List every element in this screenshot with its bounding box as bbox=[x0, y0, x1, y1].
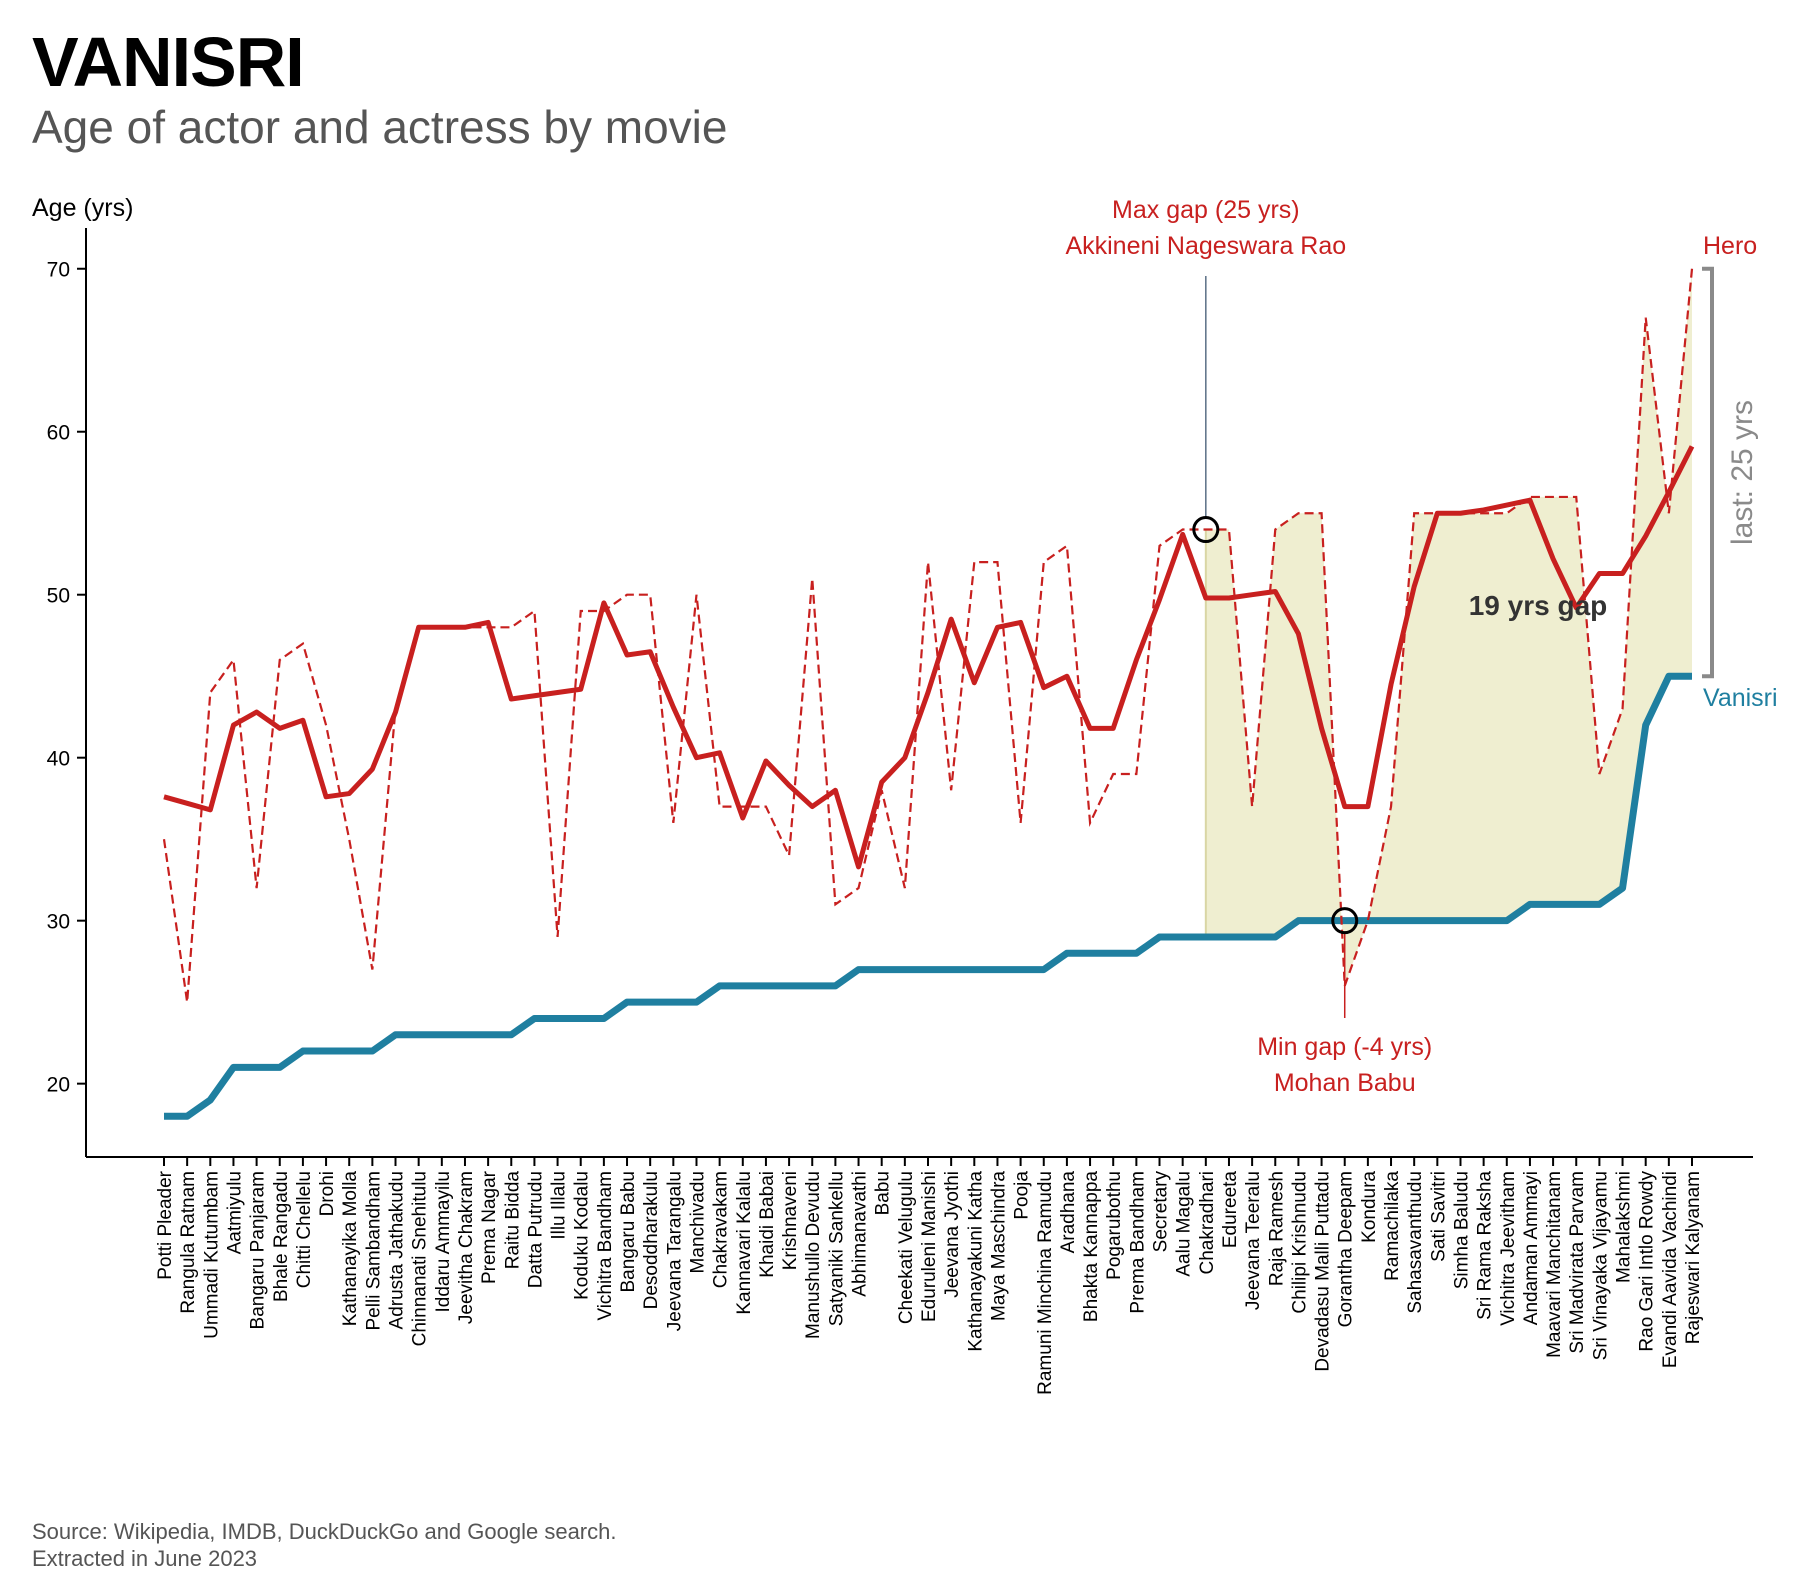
x-tick-label: Secretary bbox=[1151, 1171, 1172, 1253]
x-tick-label: Illu Illalu bbox=[549, 1171, 570, 1240]
x-tick-label: Bangaru Babu bbox=[618, 1171, 639, 1293]
x-tick-label: Iddaru Ammayilu bbox=[433, 1171, 454, 1313]
x-tick-label: Bhakta Kannappa bbox=[1081, 1171, 1102, 1323]
min-gap-hero-name: Mohan Babu bbox=[1274, 1069, 1416, 1097]
x-tick-label: Gorantha Deepam bbox=[1336, 1171, 1357, 1327]
x-tick-label: Babu bbox=[873, 1171, 894, 1215]
annotations-layer: Max gap (25 yrs) Akkineni Nageswara Rao … bbox=[1065, 196, 1777, 1097]
hero-series-label: Hero bbox=[1703, 232, 1757, 260]
x-tick-label: Maavari Manchitanam bbox=[1544, 1171, 1565, 1358]
x-tick-label: Jeevana Tarangalu bbox=[664, 1171, 685, 1331]
x-tick-label: Chakravakam bbox=[711, 1171, 732, 1288]
x-tick-label: Maya Maschindra bbox=[988, 1171, 1009, 1321]
x-tick-label: Manchivadu bbox=[687, 1171, 708, 1273]
x-tick-label: Cheekati Velugulu bbox=[896, 1171, 917, 1324]
x-tick-label: Potti Pleader bbox=[155, 1170, 176, 1279]
x-tick-label: Sri Vinayaka Vijayamu bbox=[1590, 1171, 1611, 1360]
x-tick-label: Devadasu Malli Puttadu bbox=[1313, 1171, 1334, 1372]
x-tick-label: Vichitra Bandham bbox=[595, 1171, 616, 1321]
actress-age-line bbox=[164, 672, 1692, 1120]
x-tick-label: Raja Ramesh bbox=[1266, 1171, 1287, 1286]
x-tick-label: Edureeta bbox=[1220, 1171, 1241, 1249]
x-tick-label: Chinnanati Snehitulu bbox=[410, 1171, 431, 1346]
max-gap-marker bbox=[1192, 516, 1220, 544]
last-gap-bracket bbox=[1702, 266, 1714, 679]
hero-age-smoothed-line bbox=[163, 445, 1695, 870]
y-tick-label: 20 bbox=[47, 1074, 70, 1097]
axes-layer: Age (yrs) bbox=[32, 194, 1753, 1158]
x-tick-label: Desoddharakulu bbox=[641, 1171, 662, 1309]
x-tick-label: Simha Baludu bbox=[1451, 1171, 1472, 1289]
page-subtitle: Age of actor and actress by movie bbox=[32, 101, 728, 153]
x-tick-label: Kondura bbox=[1359, 1171, 1380, 1243]
gap-area bbox=[1205, 268, 1692, 986]
x-tick-label: Aatmiyulu bbox=[224, 1171, 245, 1254]
x-tick-label: Prema Bandham bbox=[1127, 1171, 1148, 1314]
y-tick-label: 30 bbox=[47, 911, 70, 934]
x-tick-label: Sri Rama Raksha bbox=[1475, 1171, 1496, 1320]
series-lines-layer bbox=[162, 268, 1695, 1120]
x-tick-label: Koduku Kodalu bbox=[572, 1171, 593, 1300]
x-ticks-layer: Potti Pleader Rangula Ratnam Ummadi Kutumb… bbox=[155, 1157, 1704, 1395]
x-tick-label: Sri Madvirata Parvam bbox=[1567, 1171, 1588, 1354]
x-tick-label: Rao Gari Intlo Rowdy bbox=[1637, 1171, 1658, 1352]
x-tick-label: Chilipi Krishnudu bbox=[1289, 1171, 1310, 1314]
x-tick-label: Datta Putrudu bbox=[525, 1171, 546, 1288]
min-gap-marker bbox=[1331, 907, 1359, 935]
x-tick-label: Mahalakshmi bbox=[1614, 1171, 1635, 1283]
x-tick-label: Ummadi Kutumbam bbox=[201, 1171, 222, 1339]
x-tick-label: Rajeswari Kalyanam bbox=[1683, 1171, 1704, 1344]
x-tick-label: Raitu Bidda bbox=[502, 1171, 523, 1270]
x-tick-label: Khaidi Babai bbox=[757, 1171, 778, 1278]
x-tick-label: Ramuni Minchina Ramudu bbox=[1035, 1171, 1056, 1395]
max-gap-hero-name: Akkineni Nageswara Rao bbox=[1065, 232, 1346, 260]
min-gap-label: Min gap (-4 yrs) bbox=[1257, 1033, 1432, 1061]
actress-series-label: Vanisri bbox=[1703, 684, 1778, 712]
gap-shading-layer bbox=[1204, 268, 1692, 986]
extraction-date-note: Extracted in June 2023 bbox=[32, 1546, 258, 1571]
x-tick-label: Rangula Ratnam bbox=[178, 1171, 199, 1314]
x-tick-label: Jeevitha Chakram bbox=[456, 1171, 477, 1324]
y-tick-label: 40 bbox=[47, 748, 70, 771]
x-tick-label: Sati Savitri bbox=[1428, 1171, 1449, 1262]
x-tick-label: Jeevana Jyothi bbox=[942, 1171, 963, 1298]
x-tick-label: Pooja bbox=[1012, 1171, 1033, 1220]
y-tick-label: 50 bbox=[47, 585, 70, 608]
x-tick-label: Adrusta Jathakudu bbox=[387, 1171, 408, 1329]
x-tick-label: Evandi Aavida Vachindi bbox=[1660, 1171, 1681, 1368]
last-gap-label: last: 25 yrs bbox=[1726, 400, 1759, 545]
y-tick-label: 70 bbox=[47, 259, 70, 282]
x-tick-label: Abhimanavathi bbox=[850, 1171, 871, 1297]
x-tick-label: Vichitra Jeevitham bbox=[1498, 1171, 1519, 1326]
x-tick-label: Kannavari Kalalu bbox=[734, 1171, 755, 1315]
x-tick-label: Kathanayika Molla bbox=[340, 1171, 361, 1327]
x-tick-label: Andaman Ammayi bbox=[1521, 1171, 1542, 1325]
x-tick-label: Pelli Sambandham bbox=[363, 1171, 384, 1330]
x-tick-label: Sahasavanthudu bbox=[1405, 1171, 1426, 1314]
x-tick-label: Bangaru Panjaram bbox=[248, 1171, 269, 1329]
x-tick-label: Aradhana bbox=[1058, 1171, 1079, 1254]
average-gap-label: 19 yrs gap bbox=[1469, 590, 1608, 621]
x-tick-label: Drohi bbox=[317, 1171, 338, 1216]
x-tick-label: Manushullo Devudu bbox=[803, 1171, 824, 1339]
x-tick-label: Pogarubothu bbox=[1104, 1171, 1125, 1280]
x-tick-label: Kathanayakuni Katha bbox=[965, 1171, 986, 1352]
x-tick-label: Satyaniki Sankellu bbox=[826, 1171, 847, 1326]
x-tick-label: Ramachilaka bbox=[1382, 1171, 1403, 1281]
x-tick-label: Chitti Chellelu bbox=[294, 1171, 315, 1288]
y-tick-label: 60 bbox=[47, 422, 70, 445]
x-tick-label: Krishnaveni bbox=[780, 1171, 801, 1270]
max-gap-label: Max gap (25 yrs) bbox=[1112, 196, 1300, 224]
page-title: VANISRI bbox=[32, 23, 305, 101]
x-tick-label: Eduruleni Manishi bbox=[919, 1171, 940, 1322]
y-axis-label: Age (yrs) bbox=[32, 194, 133, 222]
x-tick-label: Jeevana Teeralu bbox=[1243, 1171, 1264, 1310]
x-tick-label: Prema Nagar bbox=[479, 1170, 500, 1284]
x-tick-label: Chakradhari bbox=[1197, 1171, 1218, 1275]
source-note: Source: Wikipedia, IMDB, DuckDuckGo and … bbox=[32, 1519, 617, 1544]
x-tick-label: Bhale Rangadu bbox=[271, 1171, 292, 1302]
x-tick-label: Aalu Magalu bbox=[1174, 1171, 1195, 1277]
y-ticks-layer: 20 30 40 50 60 70 bbox=[47, 259, 86, 1097]
